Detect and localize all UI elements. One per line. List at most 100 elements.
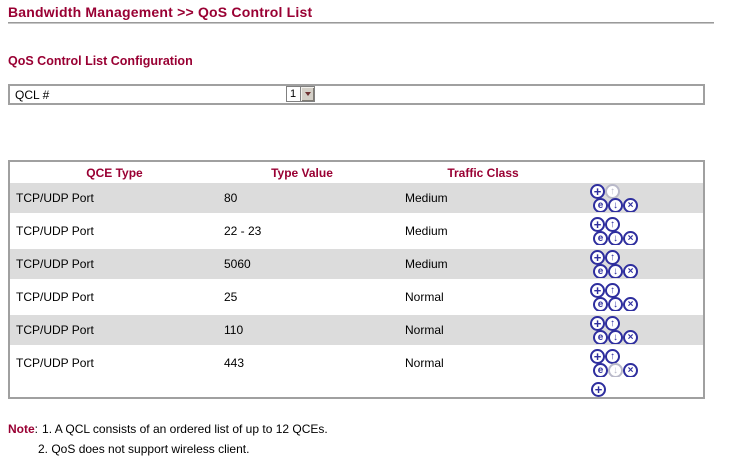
move-up-icon[interactable]: ↑ (605, 349, 620, 364)
add-icon[interactable]: + (590, 283, 605, 298)
edit-icon[interactable]: e (593, 198, 608, 212)
qcl-selector-panel: QCL # 1 (8, 84, 705, 105)
icon-line-top: + ↑ (590, 184, 703, 199)
qce-table-header: QCE Type Type Value Traffic Class (10, 162, 703, 183)
icon-line-bottom: e ↓ × (593, 363, 703, 377)
icon-line-bottom: e ↓ × (593, 231, 703, 245)
traffic-class-cell: Medium (405, 224, 448, 238)
note-line-2: 2. QoS does not support wireless client. (38, 439, 328, 459)
note-item-2: 2. QoS does not support wireless client. (38, 442, 250, 456)
move-up-icon[interactable]: ↑ (605, 316, 620, 331)
icon-line-bottom: e ↓ × (593, 264, 703, 278)
row-actions: + ↑ e ↓ × (581, 349, 703, 377)
add-icon[interactable]: + (590, 349, 605, 364)
type-value-cell: 80 (224, 191, 238, 205)
row-actions: + ↑ e ↓ × (581, 217, 703, 245)
row-actions: + ↑ e ↓ × (581, 283, 703, 311)
move-up-icon[interactable]: ↑ (605, 217, 620, 232)
move-down-icon[interactable]: ↓ (608, 297, 623, 311)
icon-line-bottom: e ↓ × (593, 330, 703, 344)
note-separator: : (34, 422, 39, 436)
row-action-icons: + ↑ e ↓ × (590, 217, 703, 245)
traffic-class-cell: Medium (405, 257, 448, 271)
icon-line-top: + ↑ (590, 217, 703, 232)
page-title: Bandwidth Management >> QoS Control List (8, 4, 313, 20)
qce-table-footer: + (10, 381, 703, 397)
qce-type-cell: TCP/UDP Port (16, 290, 94, 304)
table-row: TCP/UDP Port 110 Normal + ↑ e ↓ × (10, 315, 703, 348)
icon-line-top: + ↑ (590, 283, 703, 298)
delete-icon[interactable]: × (623, 363, 638, 377)
qce-type-cell: TCP/UDP Port (16, 224, 94, 238)
type-value-cell: 25 (224, 290, 238, 304)
row-action-icons: + ↑ e ↓ × (590, 316, 703, 344)
delete-icon[interactable]: × (623, 264, 638, 278)
edit-icon[interactable]: e (593, 363, 608, 377)
traffic-class-cell: Normal (405, 356, 444, 370)
icon-line-bottom: e ↓ × (593, 198, 703, 212)
move-down-icon[interactable]: ↓ (608, 198, 623, 212)
note-item-1: 1. A QCL consists of an ordered list of … (42, 422, 328, 436)
qce-table: QCE Type Type Value Traffic Class TCP/UD… (8, 160, 705, 399)
add-qce-icon[interactable]: + (591, 381, 606, 397)
delete-icon[interactable]: × (623, 198, 638, 212)
qcl-number-select[interactable]: 1 (286, 86, 315, 102)
traffic-class-cell: Medium (405, 191, 448, 205)
table-row: TCP/UDP Port 443 Normal + ↑ e ↓ × (10, 348, 703, 381)
header-traffic-class: Traffic Class (447, 165, 519, 180)
qcl-number-selected-value: 1 (287, 87, 300, 101)
add-icon[interactable]: + (590, 217, 605, 232)
row-actions: + ↑ e ↓ × (581, 250, 703, 278)
icon-line-bottom: e ↓ × (593, 297, 703, 311)
traffic-class-cell: Normal (405, 290, 444, 304)
move-up-icon[interactable]: ↑ (605, 283, 620, 298)
edit-icon[interactable]: e (593, 330, 608, 344)
move-up-icon[interactable]: ↑ (605, 250, 620, 265)
delete-icon[interactable]: × (623, 297, 638, 311)
table-row: TCP/UDP Port 80 Medium + ↑ e ↓ × (10, 183, 703, 216)
move-down-icon[interactable]: ↓ (608, 231, 623, 245)
table-row: TCP/UDP Port 22 - 23 Medium + ↑ e ↓ × (10, 216, 703, 249)
delete-icon[interactable]: × (623, 330, 638, 344)
add-icon[interactable]: + (590, 250, 605, 265)
qcl-number-label: QCL # (15, 87, 50, 102)
dropdown-button[interactable] (300, 87, 314, 101)
type-value-cell: 110 (224, 323, 244, 337)
qce-type-cell: TCP/UDP Port (16, 323, 94, 337)
row-action-icons: + ↑ e ↓ × (590, 349, 703, 377)
icon-line-top: + ↑ (590, 250, 703, 265)
qce-type-cell: TCP/UDP Port (16, 257, 94, 271)
traffic-class-cell: Normal (405, 323, 444, 337)
add-icon[interactable]: + (590, 316, 605, 331)
notes: Note: 1. A QCL consists of an ordered lis… (8, 419, 328, 459)
chevron-down-icon (304, 92, 311, 96)
table-row: TCP/UDP Port 5060 Medium + ↑ e ↓ × (10, 249, 703, 282)
edit-icon[interactable]: e (593, 231, 608, 245)
qce-type-cell: TCP/UDP Port (16, 356, 94, 370)
section-heading: QoS Control List Configuration (8, 54, 193, 68)
edit-icon[interactable]: e (593, 264, 608, 278)
move-down-icon[interactable]: ↓ (608, 330, 623, 344)
delete-icon[interactable]: × (623, 231, 638, 245)
qce-table-body: TCP/UDP Port 80 Medium + ↑ e ↓ × TCP/UDP… (10, 183, 703, 381)
type-value-cell: 443 (224, 356, 245, 370)
row-action-icons: + ↑ e ↓ × (590, 283, 703, 311)
move-up-icon: ↑ (605, 184, 620, 199)
title-divider (8, 22, 714, 24)
qce-type-cell: TCP/UDP Port (16, 191, 94, 205)
table-row: TCP/UDP Port 25 Normal + ↑ e ↓ × (10, 282, 703, 315)
note-label: Note (8, 422, 35, 436)
edit-icon[interactable]: e (593, 297, 608, 311)
row-actions: + ↑ e ↓ × (581, 184, 703, 212)
header-qce-type: QCE Type (86, 165, 143, 180)
header-type-value: Type Value (271, 165, 333, 180)
type-value-cell: 22 - 23 (224, 224, 262, 238)
move-down-icon[interactable]: ↓ (608, 264, 623, 278)
move-down-icon: ↓ (608, 363, 623, 377)
row-actions: + ↑ e ↓ × (581, 316, 703, 344)
row-action-icons: + ↑ e ↓ × (590, 184, 703, 212)
row-action-icons: + ↑ e ↓ × (590, 250, 703, 278)
type-value-cell: 5060 (224, 257, 251, 271)
add-icon[interactable]: + (590, 184, 605, 199)
icon-line-top: + ↑ (590, 349, 703, 364)
